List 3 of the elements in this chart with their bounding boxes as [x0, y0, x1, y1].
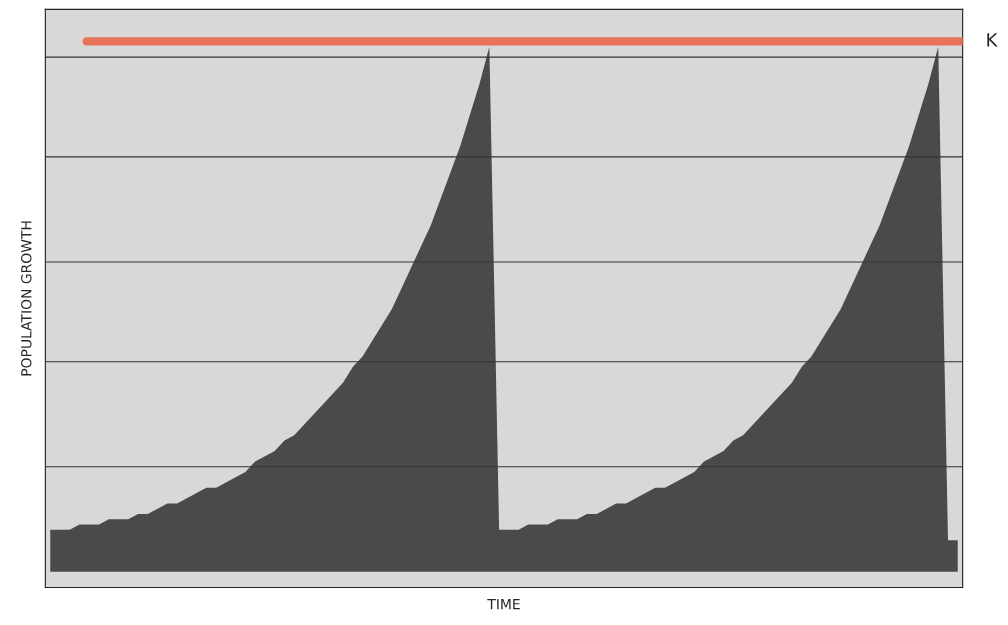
y-axis-title: POPULATION GROWTH: [21, 221, 32, 376]
ref-line-label: K: [987, 33, 998, 47]
x-axis-title: TIME: [487, 599, 520, 610]
